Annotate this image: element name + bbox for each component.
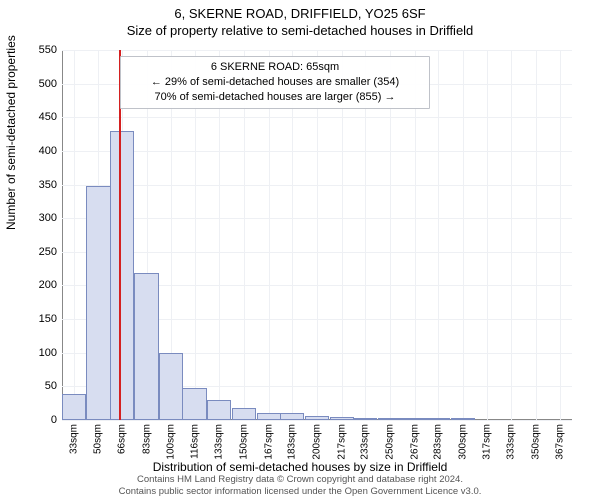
x-tick-label: 317sqm <box>482 424 493 460</box>
histogram-bar <box>232 408 256 420</box>
x-tick-label: 367sqm <box>555 424 566 460</box>
histogram-bar <box>451 418 475 420</box>
x-tick-label: 233sqm <box>360 424 371 460</box>
annotation-line: 70% of semi-detached houses are larger (… <box>127 90 423 105</box>
gridline-horizontal <box>62 420 572 421</box>
histogram-bar <box>110 131 134 420</box>
histogram-bar <box>257 413 281 420</box>
chart-container: 6, SKERNE ROAD, DRIFFIELD, YO25 6SF Size… <box>0 0 600 500</box>
y-tick-label: 550 <box>39 44 57 56</box>
annotation-line: ← 29% of semi-detached houses are smalle… <box>127 75 423 90</box>
x-tick-label: 66sqm <box>116 424 127 454</box>
y-axis-label: Number of semi-detached properties <box>4 35 18 230</box>
y-tick-label: 500 <box>39 78 57 90</box>
y-tick-label: 0 <box>51 414 57 426</box>
gridline-vertical <box>463 50 464 420</box>
gridline-vertical <box>560 50 561 420</box>
histogram-bar <box>134 273 158 420</box>
y-tick-label: 100 <box>39 347 57 359</box>
x-axis-label: Distribution of semi-detached houses by … <box>0 460 600 474</box>
x-tick-label: 150sqm <box>239 424 250 460</box>
histogram-bar <box>159 353 183 420</box>
histogram-bar <box>182 388 206 420</box>
x-tick-label: 50sqm <box>93 424 104 454</box>
x-tick-label: 100sqm <box>166 424 177 460</box>
x-tick-label: 133sqm <box>214 424 225 460</box>
histogram-bar <box>207 400 231 420</box>
x-tick-label: 33sqm <box>68 424 79 454</box>
footer-attribution: Contains HM Land Registry data © Crown c… <box>0 474 600 498</box>
y-tick-label: 400 <box>39 145 57 157</box>
footer-line-2: Contains public sector information licen… <box>0 486 600 498</box>
histogram-bar <box>378 418 402 420</box>
x-tick-label: 283sqm <box>432 424 443 460</box>
y-axis-line <box>62 50 63 420</box>
x-tick-label: 217sqm <box>336 424 347 460</box>
footer-line-1: Contains HM Land Registry data © Crown c… <box>0 474 600 486</box>
annotation-box: 6 SKERNE ROAD: 65sqm← 29% of semi-detach… <box>120 56 430 109</box>
histogram-bar <box>353 418 377 420</box>
x-tick-label: 183sqm <box>287 424 298 460</box>
annotation-line: 6 SKERNE ROAD: 65sqm <box>127 60 423 75</box>
y-tick-label: 350 <box>39 179 57 191</box>
title-line-2: Size of property relative to semi-detach… <box>0 23 600 38</box>
histogram-bar <box>280 413 304 420</box>
x-tick-label: 333sqm <box>505 424 516 460</box>
x-tick-label: 116sqm <box>189 424 200 459</box>
gridline-vertical <box>438 50 439 420</box>
y-tick-label: 250 <box>39 246 57 258</box>
y-tick-label: 150 <box>39 313 57 325</box>
histogram-bar <box>330 417 354 420</box>
gridline-vertical <box>511 50 512 420</box>
histogram-bar <box>402 418 426 420</box>
y-tick-label: 300 <box>39 212 57 224</box>
x-tick-label: 250sqm <box>384 424 395 460</box>
histogram-bar <box>62 394 86 420</box>
x-tick-label: 200sqm <box>312 424 323 460</box>
histogram-bar <box>426 418 450 420</box>
y-tick-label: 50 <box>45 380 57 392</box>
y-tick-label: 200 <box>39 279 57 291</box>
gridline-vertical <box>74 50 75 420</box>
gridline-vertical <box>536 50 537 420</box>
x-tick-label: 300sqm <box>457 424 468 460</box>
x-tick-label: 350sqm <box>530 424 541 460</box>
plot-area: 05010015020025030035040045050055033sqm50… <box>62 50 572 420</box>
x-tick-label: 167sqm <box>263 424 274 460</box>
x-tick-label: 267sqm <box>409 424 420 460</box>
histogram-bar <box>86 186 110 420</box>
histogram-bar <box>305 416 329 420</box>
gridline-vertical <box>487 50 488 420</box>
title-block: 6, SKERNE ROAD, DRIFFIELD, YO25 6SF Size… <box>0 0 600 38</box>
x-tick-label: 83sqm <box>141 424 152 454</box>
y-tick-label: 450 <box>39 111 57 123</box>
title-line-1: 6, SKERNE ROAD, DRIFFIELD, YO25 6SF <box>0 6 600 21</box>
